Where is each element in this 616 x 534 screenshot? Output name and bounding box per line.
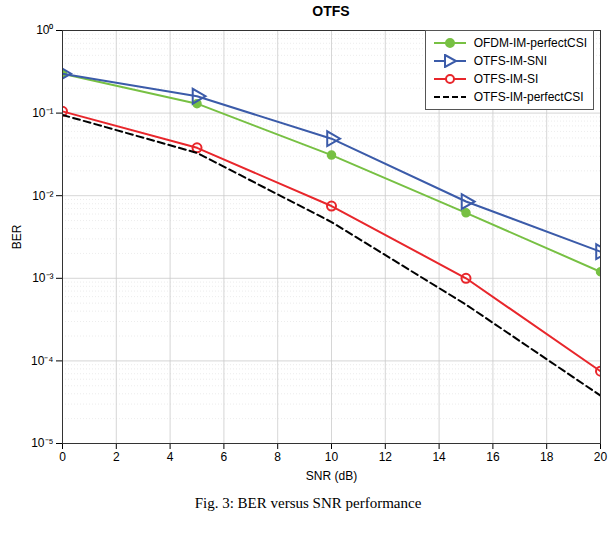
html-text:OTFS-IM-SNI: OTFS-IM-SNI xyxy=(473,54,547,68)
svg-text:18: 18 xyxy=(540,450,554,464)
svg-text:2: 2 xyxy=(113,450,120,464)
svg-text:12: 12 xyxy=(379,450,393,464)
html-text:Fig. 3: BER versus SNR perform: Fig. 3: BER versus SNR performance xyxy=(194,495,422,511)
svg-text:20: 20 xyxy=(594,450,608,464)
svg-text:10⁻⁴: 10⁻⁴ xyxy=(31,354,54,368)
html-text:OTFS-IM-perfectCSI: OTFS-IM-perfectCSI xyxy=(473,90,584,104)
html-text:OFDM-IM-perfectCSI: OFDM-IM-perfectCSI xyxy=(473,36,587,50)
svg-text:0: 0 xyxy=(59,450,66,464)
svg-text:10⁰: 10⁰ xyxy=(36,23,53,37)
svg-text:14: 14 xyxy=(432,450,446,464)
svg-text:10⁻²: 10⁻² xyxy=(32,189,53,203)
svg-text:10⁻¹: 10⁻¹ xyxy=(32,106,53,120)
svg-text:10⁻⁵: 10⁻⁵ xyxy=(31,436,53,450)
html-text:OTFS-IM-SI: OTFS-IM-SI xyxy=(473,72,539,86)
html-text:OTFS: OTFS xyxy=(312,3,350,19)
svg-text:4: 4 xyxy=(167,450,174,464)
svg-text:BER: BER xyxy=(10,224,24,249)
svg-text:6: 6 xyxy=(221,450,228,464)
svg-text:SNR (dB): SNR (dB) xyxy=(306,469,357,483)
svg-text:16: 16 xyxy=(486,450,500,464)
svg-text:8: 8 xyxy=(274,450,281,464)
svg-text:10: 10 xyxy=(325,450,339,464)
svg-text:10⁻³: 10⁻³ xyxy=(32,271,53,285)
